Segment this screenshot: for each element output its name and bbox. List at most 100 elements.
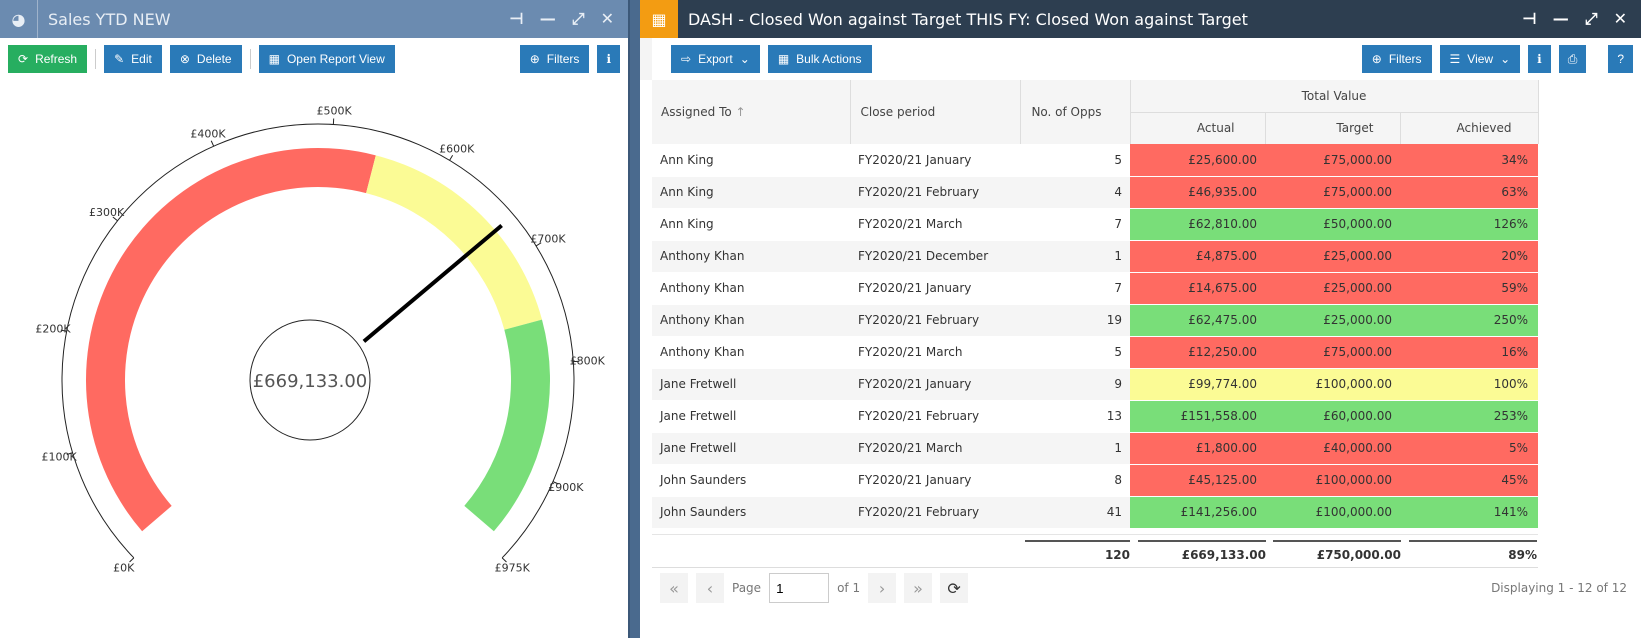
cell-close-period: FY2020/21 December <box>850 240 1020 273</box>
cell-assigned-to: Ann King <box>652 144 850 177</box>
panel-splitter[interactable] <box>630 0 640 638</box>
table-row[interactable]: Jane Fretwell FY2020/21 March 1 £1,800.00 £4… <box>652 432 1539 465</box>
chevron-down-icon: ⌄ <box>739 52 750 66</box>
page-input[interactable] <box>769 573 830 603</box>
table-row[interactable]: Jane Fretwell FY2020/21 January 9 £99,774.0… <box>652 368 1539 401</box>
table-row[interactable]: Jane Fretwell FY2020/21 February 13 £151,55… <box>652 400 1539 433</box>
panel-title: Sales YTD NEW <box>48 9 171 29</box>
table-row[interactable]: John Saunders FY2020/21 January 8 £45,125.0… <box>652 464 1539 497</box>
filters-button[interactable]: ⊕ Filters <box>519 45 590 73</box>
gauge-tick-label: £600K <box>439 142 475 155</box>
panel-title-bar: ▦ DASH - Closed Won against Target THIS … <box>640 0 1641 38</box>
table-row[interactable]: Ann King FY2020/21 January 5 £25,600.00 £75,… <box>652 144 1539 177</box>
close-icon[interactable]: ✕ <box>1613 9 1627 28</box>
cell-assigned-to: Anthony Khan <box>652 304 850 337</box>
minimize-icon[interactable]: — <box>1552 9 1569 28</box>
export-icon: ⇨ <box>681 52 692 66</box>
column-header-close-period[interactable]: Close period <box>850 80 1021 144</box>
delete-button[interactable]: ⊗ Delete <box>169 45 242 73</box>
table-row[interactable]: Anthony Khan FY2020/21 February 19 £62,475.… <box>652 304 1539 337</box>
column-header-achieved[interactable]: Achieved <box>1400 112 1539 144</box>
info-button[interactable]: ℹ <box>1528 45 1551 73</box>
cell-close-period: FY2020/21 March <box>850 432 1020 465</box>
gauge-tick-label: £200K <box>35 323 71 336</box>
table-row[interactable]: Anthony Khan FY2020/21 March 5 £12,250.00 £7… <box>652 336 1539 369</box>
filters-button[interactable]: ⊕ Filters <box>1361 45 1432 73</box>
cell-close-period: FY2020/21 February <box>850 176 1020 209</box>
maximize-icon[interactable]: ⤢ <box>1584 9 1598 28</box>
cell-assigned-to: Ann King <box>652 208 850 241</box>
help-button[interactable]: ? <box>1608 45 1633 73</box>
cell-no-of-opps: 8 <box>1020 464 1130 497</box>
column-header-no-of-opps[interactable]: No. of Opps <box>1020 80 1131 144</box>
gauge-tick <box>552 481 559 485</box>
pin-icon[interactable]: ⊣ <box>1522 9 1537 28</box>
cell-no-of-opps: 13 <box>1020 400 1130 433</box>
print-icon: ⎙ <box>1567 51 1578 66</box>
gauge-tick-label: £300K <box>89 206 125 219</box>
gauge-value-label: £669,133.00 <box>253 371 368 392</box>
gauge-tick <box>129 557 135 563</box>
maximize-icon[interactable]: ⤢ <box>571 9 585 28</box>
print-button[interactable]: ⎙ <box>1558 45 1587 73</box>
report-label: Open Report View <box>286 52 385 66</box>
cell-actual: £99,774.00 <box>1130 368 1265 401</box>
cell-no-of-opps: 1 <box>1020 240 1130 273</box>
report-table: Assigned To ↑ Close period No. of Opps T… <box>652 80 1539 529</box>
table-row[interactable]: Ann King FY2020/21 February 4 £46,935.00 £75… <box>652 176 1539 209</box>
help-icon: ? <box>1617 52 1624 66</box>
cell-actual: £25,600.00 <box>1130 144 1265 177</box>
cell-achieved: 20% <box>1400 240 1539 273</box>
cell-close-period: FY2020/21 March <box>850 336 1020 369</box>
column-group-total-value: Total Value <box>1130 80 1539 113</box>
delete-icon: ⊗ <box>179 52 190 66</box>
cell-actual: £4,875.00 <box>1130 240 1265 273</box>
cell-target: £75,000.00 <box>1265 336 1400 369</box>
open-report-view-button[interactable]: ▦ Open Report View <box>258 45 395 73</box>
refresh-button[interactable]: ⟳ Refresh <box>8 45 88 73</box>
gauge-tick <box>66 452 73 455</box>
table-row[interactable]: John Saunders FY2020/21 February 41 £141,25… <box>652 496 1539 529</box>
first-page-button[interactable]: « <box>660 573 688 603</box>
cell-close-period: FY2020/21 February <box>850 400 1020 433</box>
column-header-assigned-to[interactable]: Assigned To ↑ <box>652 80 851 144</box>
pin-icon[interactable]: ⊣ <box>509 9 524 28</box>
table-row[interactable]: Anthony Khan FY2020/21 December 1 £4,875.00… <box>652 240 1539 273</box>
minimize-icon[interactable]: — <box>539 9 556 28</box>
gauge-tick <box>535 242 542 247</box>
table-row[interactable]: Ann King FY2020/21 March 7 £62,810.00 £50,00… <box>652 208 1539 241</box>
view-button[interactable]: ☰ View ⌄ <box>1439 45 1521 73</box>
cell-achieved: 250% <box>1400 304 1539 337</box>
prev-page-button[interactable]: ‹ <box>696 573 724 603</box>
pagination-bar: « ‹ Page of 1 › » ⟳ Displaying 1 - 12 of… <box>652 568 1641 608</box>
refresh-icon[interactable]: ⟳ <box>940 573 969 603</box>
gauge-center-circle <box>249 319 371 441</box>
cell-actual: £151,558.00 <box>1130 400 1265 433</box>
bulk-label: Bulk Actions <box>796 52 862 66</box>
table-row[interactable]: Anthony Khan FY2020/21 January 7 £14,675.00… <box>652 272 1539 305</box>
cell-achieved: 63% <box>1400 176 1539 209</box>
cell-actual: £1,800.00 <box>1130 432 1265 465</box>
next-page-button[interactable]: › <box>868 573 897 603</box>
column-header-target[interactable]: Target <box>1265 112 1401 144</box>
cell-achieved: 5% <box>1400 432 1539 465</box>
info-button[interactable]: ℹ <box>597 45 620 73</box>
info-icon: ℹ <box>1537 52 1542 66</box>
cell-no-of-opps: 1 <box>1020 432 1130 465</box>
cell-assigned-to: John Saunders <box>652 464 850 497</box>
column-header-actual[interactable]: Actual <box>1130 112 1266 144</box>
export-button[interactable]: ⇨ Export ⌄ <box>671 45 760 73</box>
total-target: £750,000.00 <box>1273 540 1401 562</box>
close-icon[interactable]: ✕ <box>600 9 614 28</box>
cell-actual: £14,675.00 <box>1130 272 1265 305</box>
cell-achieved: 34% <box>1400 144 1539 177</box>
last-page-button[interactable]: » <box>904 573 933 603</box>
cell-close-period: FY2020/21 March <box>850 208 1020 241</box>
bulk-actions-button[interactable]: ▦ Bulk Actions <box>767 45 872 73</box>
edit-button[interactable]: ✎ Edit <box>104 45 162 73</box>
cell-close-period: FY2020/21 January <box>850 464 1020 497</box>
cell-assigned-to: Jane Fretwell <box>652 368 850 401</box>
cell-actual: £12,250.00 <box>1130 336 1265 369</box>
cell-assigned-to: Anthony Khan <box>652 272 850 305</box>
gauge-tick-label: £900K <box>548 481 584 494</box>
